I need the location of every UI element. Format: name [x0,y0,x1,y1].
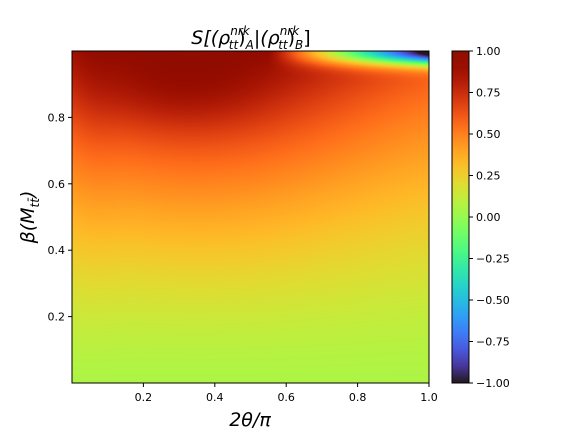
x-tick-label: 1.0 [420,391,438,404]
y-axis-ticks: 0.2 0.4 0.6 0.8 [48,111,72,324]
colorbar-ticks: 1.00 0.75 0.50 0.25 0.00 −0.25 −0.50 −0.75 −1.00 [469,45,510,390]
y-tick-label: 0.4 [48,244,66,257]
colorbar-tick-label: −0.75 [476,336,510,349]
colorbar-tick-label: −0.25 [476,253,510,266]
x-axis-label: 2θ/π [229,409,271,431]
heatmap-field [72,51,429,383]
colorbar-tick-label: −1.00 [476,377,510,390]
x-tick-label: 0.8 [349,391,367,404]
colorbar-tick-label: 0.75 [476,87,501,100]
colorbar-tick-label: 0.00 [476,211,501,224]
x-tick-label: 0.2 [135,391,153,404]
y-tick-label: 0.2 [48,311,66,324]
colorbar-tick-label: 0.50 [476,128,501,141]
x-tick-label: 0.6 [277,391,295,404]
colorbar-tick-label: 1.00 [476,45,501,58]
colorbar-tick-label: −0.50 [476,294,510,307]
x-axis-ticks: 0.2 0.4 0.6 0.8 1.0 [135,383,438,404]
y-tick-label: 0.6 [48,178,66,191]
colorbar [451,50,470,384]
plot-frame [71,50,430,384]
chart-title: S[(ρnrk tt)A|(ρnrk tt)B] [191,24,310,52]
x-tick-label: 0.4 [206,391,224,404]
colorbar-tick-label: 0.25 [476,170,501,183]
y-tick-label: 0.8 [48,111,66,124]
y-axis-label: β(Mtt̄) [17,191,42,245]
